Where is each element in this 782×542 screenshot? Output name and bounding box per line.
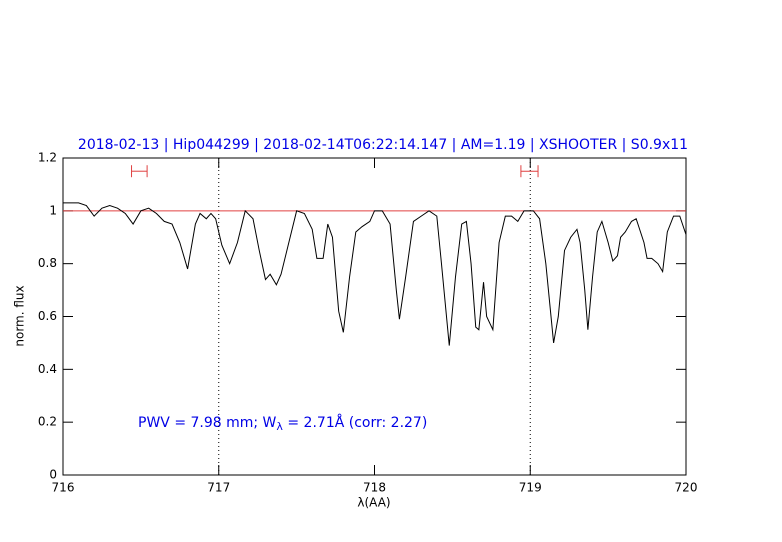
x-tick-label: 720 [675,481,698,495]
x-tick-label: 717 [207,481,230,495]
spectrum-line [63,202,687,346]
x-tick-label: 718 [363,481,386,495]
y-tick-label: 1 [49,203,57,217]
annotation-subscript: λ [276,420,283,433]
x-axis-label: λ(AA) [357,496,390,510]
y-tick-label: 0.4 [38,362,57,376]
y-tick-label: 1.2 [38,151,57,165]
chart-title: 2018-02-13 | Hip044299 | 2018-02-14T06:2… [78,137,688,153]
annotation: PWV = 7.98 mm; Wλ = 2.71Å (corr: 2.27) [138,414,427,433]
annotation-part: PWV = 7.98 mm; W [138,415,277,431]
y-tick-label: 0.2 [38,415,57,429]
y-tick-label: 0.8 [38,256,57,270]
annotation-part: = 2.71Å (corr: 2.27) [283,414,427,431]
y-axis-label: norm. flux [13,285,27,346]
x-tick-label: 716 [52,481,75,495]
y-tick-label: 0 [49,468,57,482]
y-tick-label: 0.6 [38,309,57,323]
x-tick-label: 719 [519,481,542,495]
